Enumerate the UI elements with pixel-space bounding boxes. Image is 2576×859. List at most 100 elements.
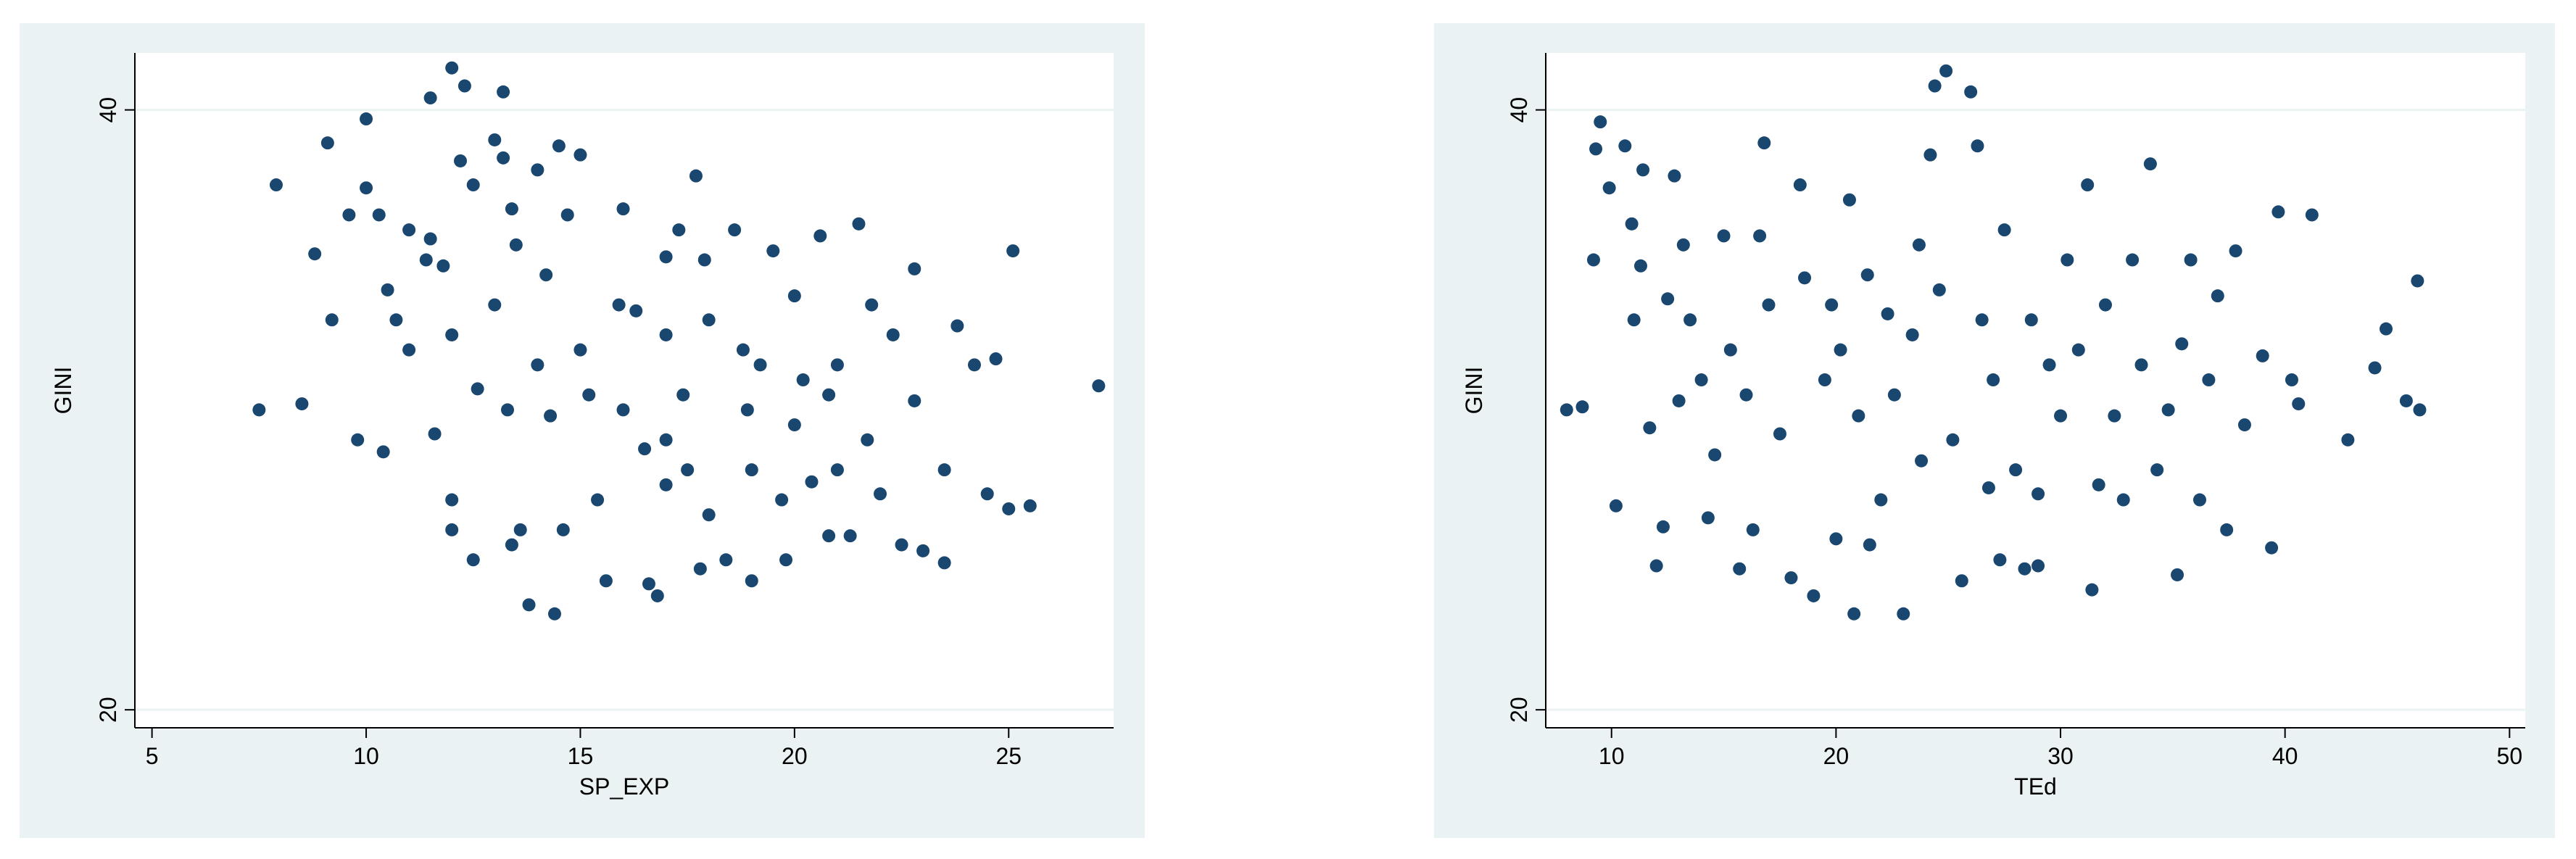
x-tick-label: 50 bbox=[2497, 743, 2523, 769]
x-tick-label: 10 bbox=[1599, 743, 1625, 769]
point bbox=[1818, 373, 1831, 387]
point bbox=[1656, 520, 1670, 534]
point bbox=[2211, 289, 2224, 303]
point bbox=[2143, 157, 2157, 171]
point bbox=[2098, 298, 2112, 312]
point bbox=[2150, 463, 2164, 477]
point bbox=[2193, 493, 2207, 507]
point bbox=[445, 493, 459, 507]
point bbox=[908, 394, 922, 407]
point bbox=[1842, 193, 1856, 207]
point bbox=[360, 181, 373, 195]
point bbox=[745, 574, 758, 588]
point bbox=[830, 358, 844, 372]
point bbox=[1625, 217, 1639, 231]
point bbox=[457, 79, 471, 93]
point bbox=[2032, 559, 2045, 573]
point bbox=[513, 523, 527, 536]
point bbox=[573, 343, 587, 357]
point bbox=[2184, 253, 2198, 267]
point bbox=[1668, 169, 1681, 183]
point bbox=[702, 313, 716, 327]
point bbox=[1602, 181, 1616, 195]
point bbox=[1981, 481, 1995, 494]
point bbox=[544, 409, 558, 423]
point bbox=[1586, 253, 1600, 267]
point bbox=[629, 304, 643, 318]
point bbox=[501, 403, 515, 417]
point bbox=[659, 250, 673, 264]
point bbox=[1006, 244, 1020, 258]
point bbox=[822, 388, 836, 402]
point bbox=[2413, 403, 2427, 417]
point bbox=[2134, 358, 2148, 372]
point bbox=[1997, 223, 2011, 237]
point bbox=[676, 388, 690, 402]
point bbox=[372, 208, 386, 222]
point bbox=[1955, 574, 1968, 588]
point bbox=[659, 433, 673, 447]
point bbox=[471, 382, 484, 396]
point bbox=[937, 556, 951, 570]
point bbox=[2024, 313, 2038, 327]
point bbox=[2018, 562, 2032, 576]
point bbox=[360, 112, 373, 126]
point bbox=[2161, 403, 2175, 417]
point bbox=[1847, 607, 1861, 621]
x-tick-label: 25 bbox=[995, 743, 1022, 769]
point bbox=[861, 433, 874, 447]
x-tick-label: 30 bbox=[2047, 743, 2074, 769]
point bbox=[2256, 349, 2269, 362]
y-tick-label: 40 bbox=[1506, 97, 1532, 123]
point bbox=[852, 217, 866, 231]
point bbox=[813, 229, 827, 243]
point bbox=[1627, 313, 1641, 327]
plot-area bbox=[135, 53, 1114, 728]
point bbox=[787, 289, 801, 303]
point bbox=[1023, 499, 1037, 513]
point bbox=[2085, 583, 2099, 597]
x-tick-label: 20 bbox=[782, 743, 808, 769]
point bbox=[1923, 148, 1937, 162]
x-tick-label: 10 bbox=[353, 743, 379, 769]
point bbox=[1672, 394, 1686, 407]
point bbox=[1773, 427, 1786, 441]
point bbox=[2032, 487, 2045, 501]
point bbox=[252, 403, 266, 417]
point bbox=[582, 388, 596, 402]
point bbox=[308, 247, 322, 261]
point bbox=[1643, 421, 1657, 435]
point bbox=[740, 403, 754, 417]
point bbox=[1971, 139, 1984, 153]
point bbox=[895, 538, 908, 552]
point bbox=[612, 298, 626, 312]
point bbox=[1887, 388, 1901, 402]
point bbox=[766, 244, 780, 258]
point bbox=[908, 262, 922, 275]
point bbox=[2368, 361, 2382, 375]
point bbox=[886, 328, 900, 341]
point bbox=[1897, 607, 1910, 621]
point bbox=[1975, 313, 1989, 327]
point bbox=[2305, 208, 2319, 222]
point bbox=[2237, 418, 2251, 432]
point bbox=[2341, 433, 2355, 447]
point bbox=[2116, 493, 2130, 507]
point bbox=[1987, 373, 2000, 387]
point bbox=[2229, 244, 2242, 258]
point bbox=[488, 298, 502, 312]
point bbox=[1860, 268, 1874, 282]
x-tick-label: 20 bbox=[1823, 743, 1850, 769]
y-tick-label: 40 bbox=[95, 97, 121, 123]
point bbox=[689, 169, 703, 183]
point bbox=[556, 523, 570, 536]
point bbox=[351, 433, 365, 447]
point bbox=[951, 319, 964, 333]
point bbox=[642, 577, 655, 591]
point bbox=[1723, 343, 1737, 357]
point bbox=[1825, 298, 1839, 312]
point bbox=[505, 538, 518, 552]
point bbox=[428, 427, 442, 441]
point bbox=[865, 298, 879, 312]
